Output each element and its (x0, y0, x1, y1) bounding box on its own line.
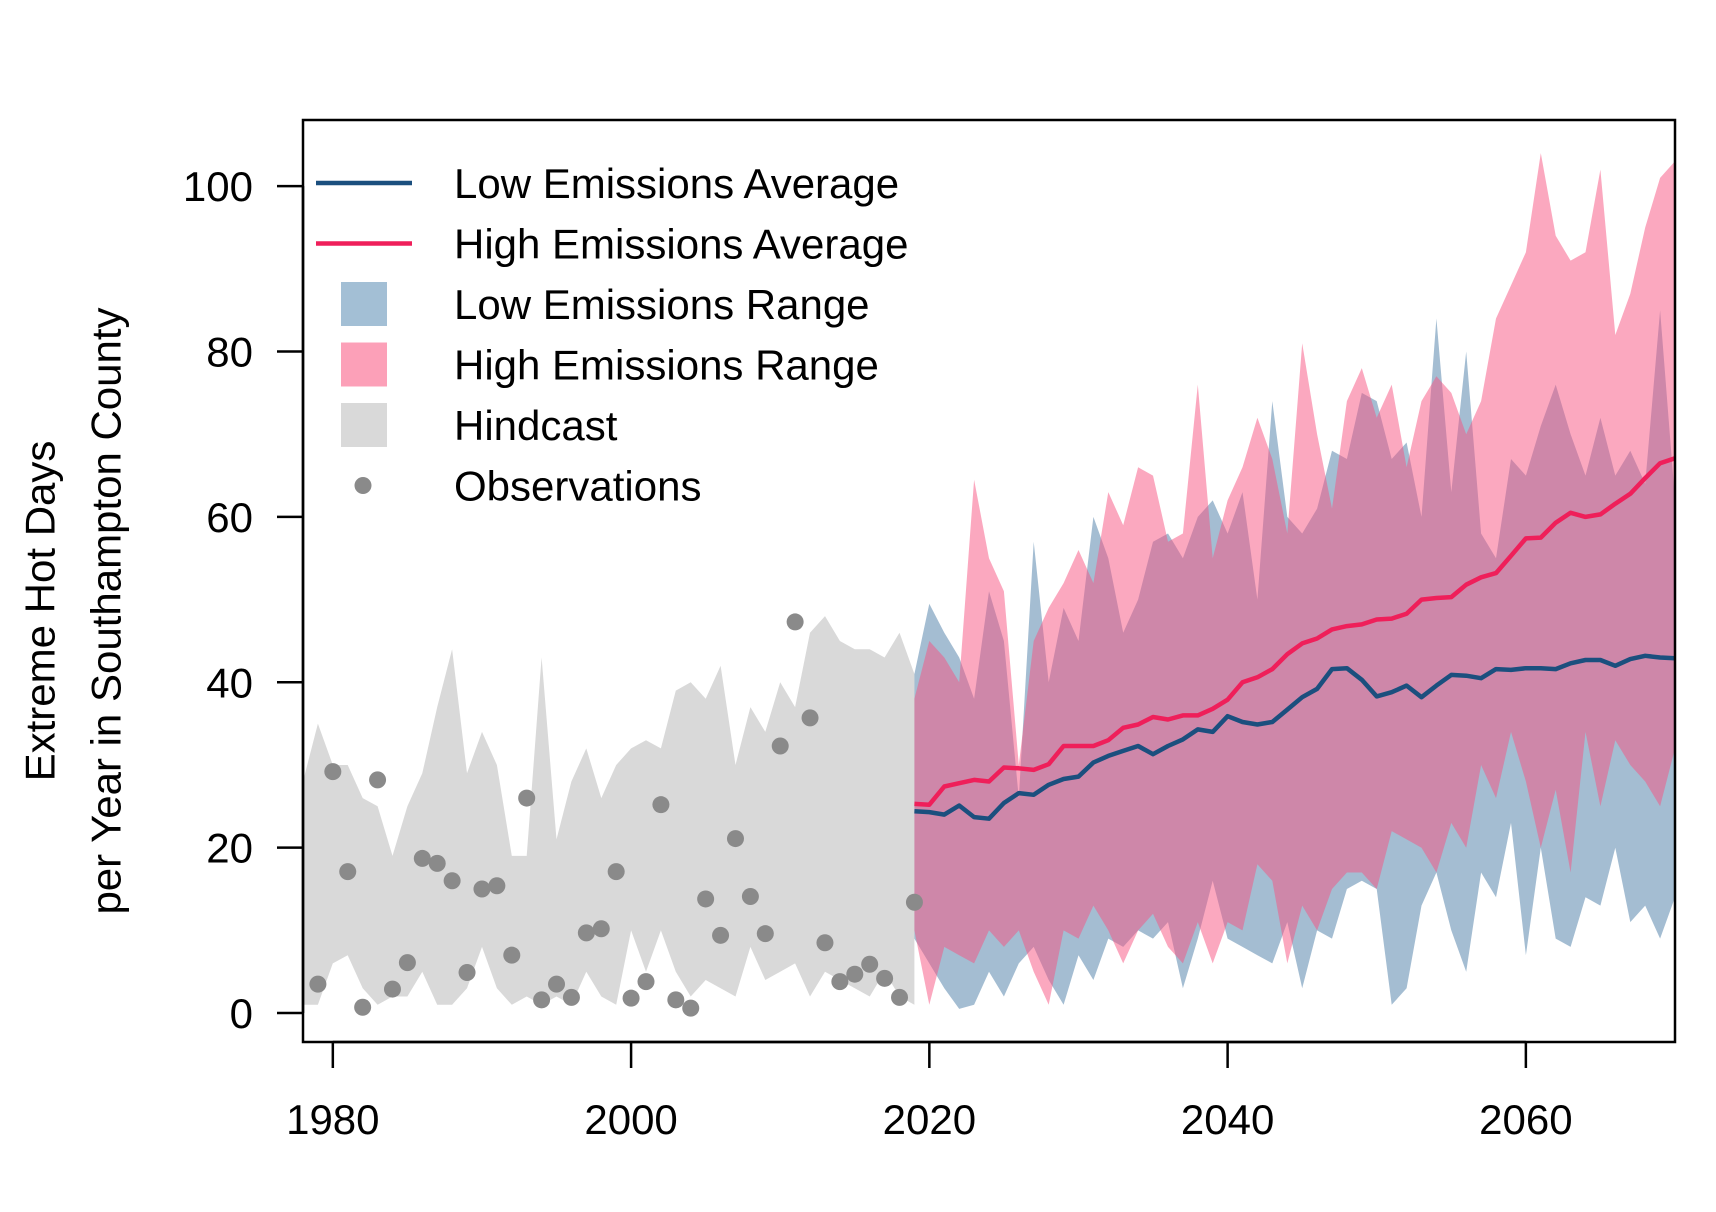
observation-point (592, 920, 610, 938)
y-tick-label: 0 (230, 990, 253, 1037)
legend-item: High Emissions Average (316, 221, 908, 268)
legend-item: High Emissions Range (341, 342, 879, 389)
observation-point (756, 925, 774, 943)
legend-item: Hindcast (341, 402, 618, 449)
legend-label: Low Emissions Average (454, 160, 899, 207)
observation-point (503, 946, 521, 964)
low-emissions-average-line (914, 653, 1675, 821)
observation-point (786, 613, 804, 631)
hindcast-band (303, 616, 915, 1005)
observation-point (726, 830, 744, 848)
high-emissions-range-area (914, 153, 1675, 1005)
observation-point (428, 854, 446, 872)
observation-point (458, 964, 476, 982)
observation-point (309, 975, 327, 993)
y-axis-title: per Year in Southampton County (83, 307, 130, 914)
legend-label: Low Emissions Range (454, 281, 870, 328)
observation-point (861, 955, 879, 973)
observation-point (622, 989, 640, 1007)
observation-point (831, 973, 849, 991)
observation-point (562, 988, 580, 1006)
x-tick-label: 1980 (286, 1096, 379, 1143)
observation-point (846, 965, 864, 983)
observation-point (369, 771, 387, 789)
observation-point (891, 988, 909, 1006)
observation-point (607, 863, 625, 881)
legend-box-swatch (341, 403, 387, 447)
observation-point (443, 872, 461, 890)
observation-point (712, 926, 730, 944)
legend-item: Low Emissions Range (341, 281, 870, 328)
observation-point (413, 849, 431, 867)
hindcast-area (303, 616, 915, 1005)
observation-point (324, 763, 342, 781)
legend-point-swatch (354, 477, 372, 494)
y-axis-title: Extreme Hot Days (17, 441, 64, 782)
observation-point (816, 934, 834, 952)
emissions-average-lines (914, 456, 1675, 821)
y-tick-label: 40 (206, 659, 253, 706)
observation-point (354, 998, 372, 1016)
legend: Low Emissions Average High Emissions Aver… (316, 160, 908, 510)
legend-label: High Emissions Average (454, 221, 908, 268)
x-tick-label: 2040 (1181, 1096, 1274, 1143)
observation-point (876, 969, 894, 987)
legend-label: Hindcast (454, 402, 618, 449)
legend-box-swatch (341, 282, 387, 326)
observation-point (398, 954, 416, 972)
emissions-range-bands (914, 153, 1675, 1009)
y-tick-label: 100 (183, 163, 253, 210)
legend-label: High Emissions Range (454, 342, 879, 389)
y-tick-label: 80 (206, 329, 253, 376)
observation-point (518, 789, 536, 807)
legend-item: Low Emissions Average (316, 160, 899, 207)
observation-point (652, 796, 670, 814)
legend-item: Observations (354, 463, 701, 510)
observation-point (533, 991, 551, 1009)
y-tick-label: 60 (206, 494, 253, 541)
observation-point (697, 890, 715, 908)
observation-point (339, 863, 357, 881)
legend-label: Observations (454, 463, 701, 510)
observation-point (682, 999, 700, 1017)
legend-box-swatch (341, 342, 387, 387)
observation-point (801, 709, 819, 727)
observation-point (905, 893, 923, 911)
observation-point (741, 887, 759, 905)
x-tick-label: 2020 (883, 1096, 976, 1143)
observation-point (473, 880, 491, 898)
observation-point (637, 973, 655, 991)
high-emissions-average-line (914, 456, 1675, 807)
y-tick-label: 20 (206, 825, 253, 872)
observation-point (577, 924, 595, 942)
observation-point (771, 737, 789, 755)
x-tick-label: 2060 (1479, 1096, 1572, 1143)
observation-points (309, 613, 923, 1017)
observation-point (548, 975, 566, 993)
observation-point (383, 980, 401, 998)
observation-point (667, 991, 685, 1009)
observation-point (488, 877, 506, 895)
x-tick-label: 2000 (584, 1096, 677, 1143)
